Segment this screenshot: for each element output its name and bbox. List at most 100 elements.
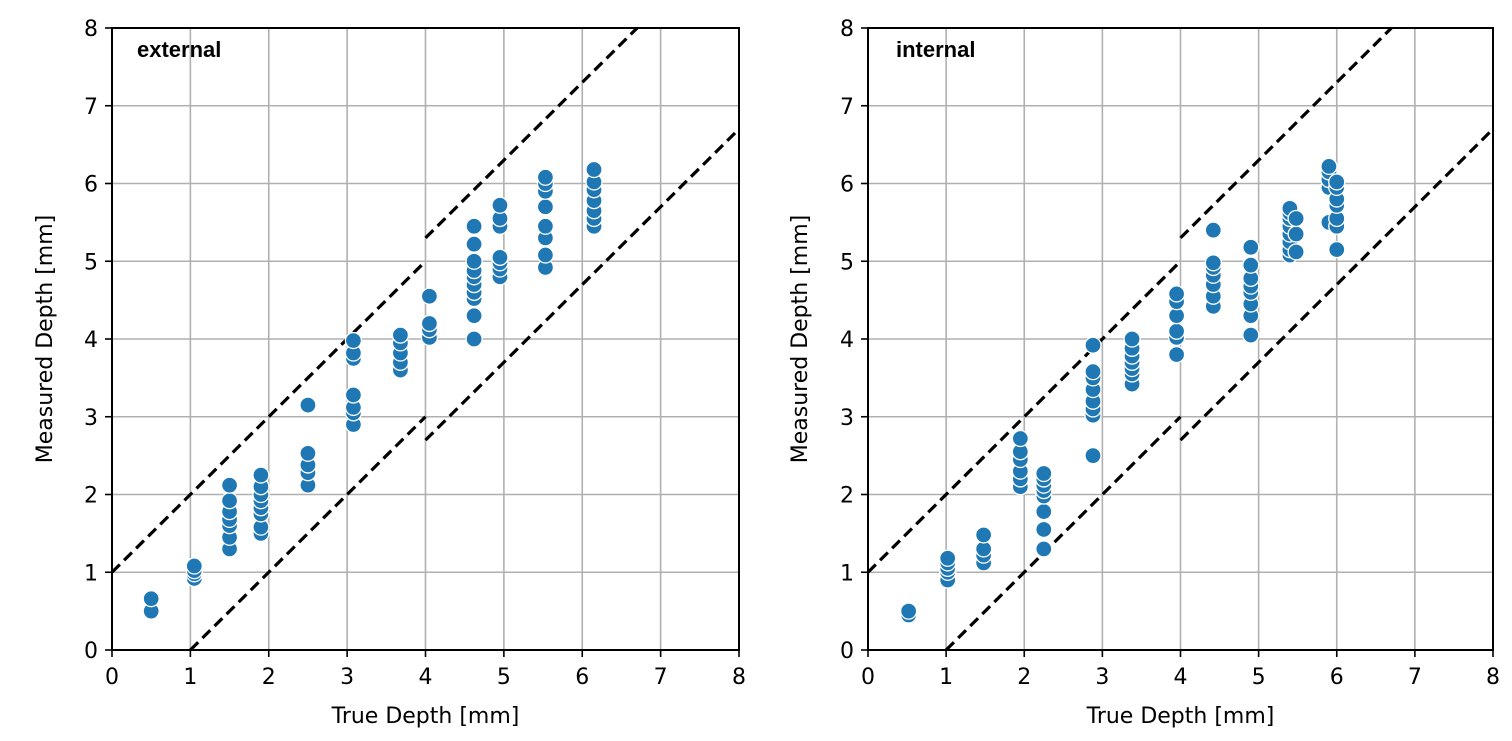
data-point [536, 217, 555, 235]
y-axis-label: Measured Depth [mm] [33, 215, 58, 464]
y-tick-label: 5 [840, 250, 854, 275]
data-point [974, 526, 993, 544]
data-point [299, 396, 317, 414]
data-point [391, 326, 410, 344]
guide-line-lower-bound [424, 127, 739, 442]
data-point [1320, 157, 1338, 176]
data-point [491, 248, 509, 267]
y-tick-label: 0 [840, 639, 854, 664]
guide-line-upper-bound [1179, 28, 1393, 240]
x-tick-label: 7 [1408, 665, 1422, 690]
y-tick-label: 0 [84, 639, 98, 664]
x-tick-label: 8 [1486, 665, 1500, 690]
data-point [1287, 243, 1305, 261]
panel-title-internal: internal [896, 37, 975, 62]
data-point [1167, 345, 1186, 364]
x-axis-label: True Depth [mm] [1086, 704, 1275, 729]
data-point [1084, 446, 1102, 465]
y-tick-label: 6 [84, 173, 98, 198]
data-point [1123, 330, 1141, 348]
data-point [1328, 173, 1346, 191]
y-tick-label: 7 [84, 95, 98, 120]
data-point [344, 386, 363, 404]
data-point [939, 549, 957, 567]
data-point [1084, 336, 1102, 354]
data-point [465, 235, 483, 253]
data-point [1328, 240, 1346, 259]
x-tick-label: 1 [183, 665, 197, 690]
data-point [420, 314, 439, 333]
guide-line-lower-bound [944, 415, 1182, 650]
x-tick-label: 6 [575, 665, 589, 690]
x-tick-label: 8 [732, 665, 746, 690]
y-tick-label: 8 [84, 17, 98, 42]
data-point [420, 287, 439, 305]
data-point [1242, 326, 1260, 344]
data-point [252, 466, 270, 484]
x-tick-label: 5 [497, 665, 511, 690]
y-tick-label: 4 [840, 328, 854, 353]
data-point [465, 307, 483, 325]
x-tick-label: 4 [1174, 665, 1188, 690]
chart-panel-internal: 0 1 2 3 4 5 6 7 8 0 1 2 3 4 5 6 7 8 True Depth [mm] Measure… [788, 17, 1500, 729]
data-point [585, 160, 603, 179]
data-point [1167, 322, 1186, 340]
data-point [1035, 540, 1053, 558]
data-point [1084, 363, 1102, 381]
x-tick-label: 4 [419, 665, 433, 690]
data-point [465, 330, 483, 348]
data-point [142, 590, 160, 608]
x-tick-label: 3 [1095, 665, 1109, 690]
data-point [536, 198, 555, 216]
data-point [899, 602, 918, 620]
data-point [220, 476, 239, 494]
data-point [536, 168, 555, 186]
x-tick-label: 5 [1252, 665, 1266, 690]
data-point [465, 252, 483, 270]
data-point [1167, 285, 1186, 303]
x-tick-label: 3 [340, 665, 354, 690]
data-point [465, 217, 483, 235]
x-tick-label: 2 [262, 665, 276, 690]
y-tick-label: 4 [84, 328, 98, 353]
y-tick-label: 5 [84, 250, 98, 275]
panel-title-external: external [137, 37, 221, 62]
y-axis-label: Measured Depth [mm] [788, 215, 813, 464]
guide-lines [112, 28, 739, 650]
guide-lines [868, 28, 1493, 650]
data-point [491, 196, 509, 214]
data-point [1035, 464, 1053, 483]
data-point [1035, 502, 1053, 521]
data-point [1287, 209, 1305, 228]
data-point [344, 331, 363, 350]
y-tick-label: 2 [84, 484, 98, 509]
data-point [1242, 256, 1260, 274]
y-tick-label: 6 [840, 173, 854, 198]
x-tick-label: 7 [654, 665, 668, 690]
y-tick-label: 3 [84, 406, 98, 431]
data-point [1035, 520, 1053, 539]
y-tick-label: 1 [84, 561, 98, 586]
x-tick-label: 2 [1017, 665, 1031, 690]
x-axis-label: True Depth [mm] [331, 704, 520, 729]
guide-line-lower-bound [1179, 127, 1493, 442]
y-tick-label: 7 [840, 95, 854, 120]
data-point [1287, 225, 1305, 243]
guide-line-upper-bound [868, 260, 1182, 574]
data-point [220, 492, 239, 510]
y-tick-label: 2 [840, 484, 854, 509]
guide-line-upper-bound [424, 28, 639, 240]
y-tick-label: 1 [840, 561, 854, 586]
data-point [1204, 221, 1222, 239]
guide-line-lower-bound [189, 415, 427, 650]
x-tick-label: 0 [105, 665, 119, 690]
data-point [536, 246, 555, 264]
guide-line-upper-bound [112, 260, 427, 574]
chart-panel-external: 0 1 2 3 4 5 6 7 8 0 1 2 3 4 5 6 7 8 True Depth [mm] Measure… [33, 17, 746, 729]
x-tick-label: 1 [939, 665, 953, 690]
y-tick-label: 8 [840, 17, 854, 42]
y-tick-label: 3 [840, 406, 854, 431]
data-point [1242, 238, 1260, 256]
data-point [1204, 254, 1222, 272]
